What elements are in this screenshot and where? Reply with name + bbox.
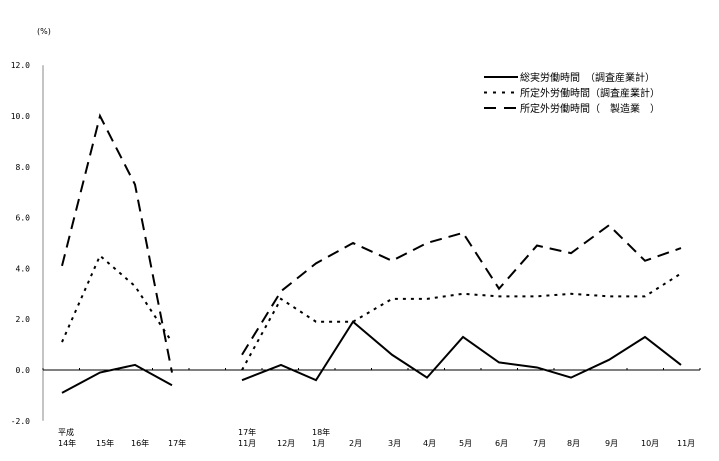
series-line-1 <box>61 363 173 394</box>
legend-label: 所定外労働時間（ 製造業 ） <box>520 102 660 115</box>
legend-label: 総実労働時間 （調査産業計） <box>520 71 655 84</box>
x-tick-label: 9月 <box>605 439 618 448</box>
y-tick-label: 8.0 <box>16 163 31 172</box>
x-tick-label: 4月 <box>423 439 436 448</box>
y-tick-label: 2.0 <box>16 315 31 324</box>
x-tick-label: 17年 <box>168 438 186 448</box>
x-tick-label: 11月 <box>238 439 256 448</box>
y-tick-label: 10.0 <box>11 112 30 121</box>
x-tick-label: 14年 <box>58 438 76 448</box>
x-tick-label: 1月 <box>312 439 325 448</box>
y-tick-label: 0.0 <box>16 366 31 375</box>
series-line-2 <box>61 254 173 343</box>
series-line-1 <box>241 320 682 382</box>
legend-label: 所定外労働時間（調査産業計） <box>520 87 660 100</box>
x-tick-label: 2月 <box>349 439 362 448</box>
x-tick-label: 5月 <box>459 439 472 448</box>
y-axis-label: (%) <box>37 27 51 36</box>
x-tick-label: 11月 <box>677 439 695 448</box>
x-tick-label-top: 17年 <box>238 427 256 437</box>
x-tick-label: 12月 <box>277 439 295 448</box>
x-tick-label: 8月 <box>567 439 580 448</box>
y-tick-label: 12.0 <box>11 61 30 70</box>
series-line-2 <box>241 272 682 371</box>
series-line-3 <box>61 113 173 373</box>
x-tick-label: 3月 <box>388 439 401 448</box>
x-tick-label: 10月 <box>641 439 659 448</box>
y-tick-label: 6.0 <box>16 214 31 223</box>
series-line-3 <box>241 223 682 356</box>
y-tick-label: 4.0 <box>16 264 31 273</box>
y-tick-label: -2.0 <box>11 417 30 426</box>
x-tick-label-top: 18年 <box>312 427 330 437</box>
x-tick-label: 6月 <box>495 439 508 448</box>
x-tick-label: 16年 <box>131 438 149 448</box>
x-tick-label-top: 平成 <box>58 427 74 437</box>
x-tick-label: 15年 <box>96 438 114 448</box>
x-tick-label: 7月 <box>533 439 546 448</box>
